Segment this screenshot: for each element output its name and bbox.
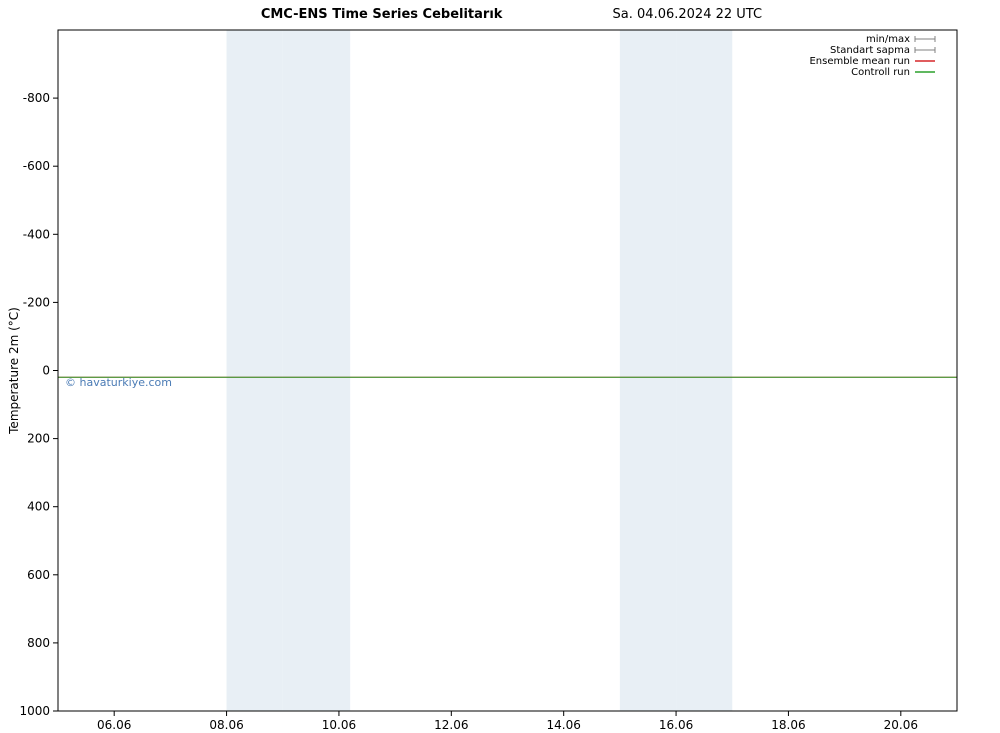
shaded-band: [283, 30, 350, 711]
chart-title-right: Sa. 04.06.2024 22 UTC: [613, 7, 763, 22]
chart-title-left: CMC-ENS Time Series Cebelitarık: [261, 7, 503, 22]
y-tick-label: 1000: [19, 704, 50, 718]
legend-label: Ensemble mean run: [809, 56, 910, 67]
chart-container: -800 -600 -400 -200 0 200 400 600 800 1000 Tempera…: [0, 0, 1000, 733]
y-axis-title: Temperature 2m (°C): [7, 307, 21, 435]
shaded-band: [620, 30, 676, 711]
x-tick-label: 12.06: [434, 718, 468, 732]
watermark: © havaturkiye.com: [65, 376, 172, 389]
x-tick-label: 14.06: [547, 718, 581, 732]
y-tick-label: 800: [27, 636, 50, 650]
y-tick-label: 0: [42, 364, 50, 378]
y-tick-label: -800: [23, 91, 50, 105]
shaded-bands: [227, 30, 733, 711]
x-tick-label: 10.06: [322, 718, 356, 732]
x-tick-label: 06.06: [97, 718, 131, 732]
y-tick-label: 600: [27, 568, 50, 582]
legend-label: Controll run: [851, 67, 910, 78]
legend-label: min/max: [866, 34, 910, 45]
legend-label: Standart sapma: [830, 45, 910, 56]
legend: min/maxStandart sapmaEnsemble mean runCo…: [809, 34, 935, 78]
shaded-band: [227, 30, 283, 711]
y-tick-label: 200: [27, 432, 50, 446]
x-axis: 06.06 08.06 10.06 12.06 14.06 16.06 18.06 20.06: [97, 711, 918, 732]
y-tick-label: -400: [23, 227, 50, 241]
chart-svg: -800 -600 -400 -200 0 200 400 600 800 1000 Tempera…: [0, 0, 1000, 733]
y-axis: -800 -600 -400 -200 0 200 400 600 800 1000: [19, 91, 58, 718]
x-tick-label: 20.06: [884, 718, 918, 732]
x-tick-label: 16.06: [659, 718, 693, 732]
y-tick-label: 400: [27, 500, 50, 514]
plot-border: [58, 30, 957, 711]
x-tick-label: 08.06: [209, 718, 243, 732]
shaded-band: [676, 30, 732, 711]
y-tick-label: -200: [23, 295, 50, 309]
y-tick-label: -600: [23, 159, 50, 173]
x-tick-label: 18.06: [771, 718, 805, 732]
